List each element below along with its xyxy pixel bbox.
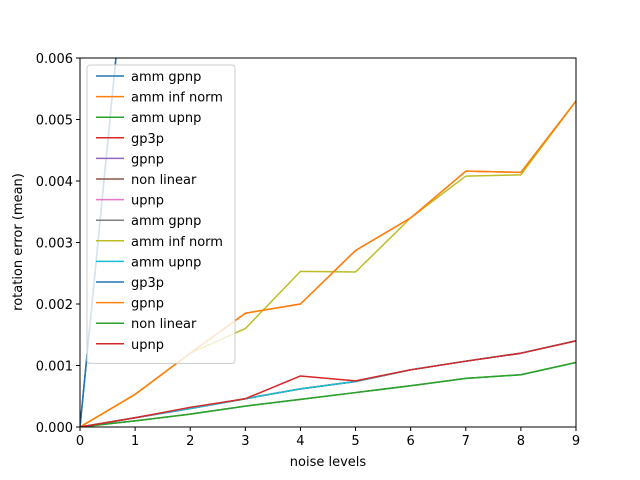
x-tick-label: 8 (517, 434, 525, 449)
x-tick-label: 0 (76, 434, 84, 449)
x-tick-label: 9 (572, 434, 580, 449)
x-tick-label: 4 (296, 434, 304, 449)
series-line (80, 361, 576, 427)
series-line (80, 340, 576, 427)
x-tick-label: 5 (351, 434, 359, 449)
legend-label: amm upnp (131, 255, 201, 270)
x-tick-label: 2 (186, 434, 194, 449)
legend-label: amm inf norm (131, 235, 223, 250)
y-tick-label: 0.002 (36, 298, 73, 313)
legend-label: amm gpnp (131, 70, 201, 85)
legend-label: gpnp (131, 152, 164, 167)
legend-label: upnp (131, 194, 164, 209)
legend-label: amm inf norm (131, 91, 223, 106)
legend-label: non linear (131, 173, 197, 188)
series-line (80, 361, 576, 427)
legend-label: gp3p (131, 132, 164, 147)
y-tick-label: 0.003 (36, 237, 73, 252)
x-tick-label: 7 (462, 434, 470, 449)
y-tick-label: 0.006 (36, 52, 73, 67)
y-tick-label: 0.000 (36, 421, 73, 436)
y-tick-label: 0.001 (36, 360, 73, 375)
y-tick-label: 0.004 (36, 175, 73, 190)
series-line (80, 100, 576, 427)
legend-box (86, 64, 236, 364)
x-tick-label: 1 (131, 434, 139, 449)
legend-label: amm upnp (131, 111, 201, 126)
legend-label: gp3p (131, 276, 164, 291)
x-tick-label: 6 (407, 434, 415, 449)
legend-label: gpnp (131, 297, 164, 312)
legend-label: non linear (131, 317, 197, 332)
legend-label: upnp (131, 338, 164, 353)
x-tick-label: 3 (241, 434, 249, 449)
plot-area (80, 58, 576, 427)
x-axis-label: noise levels (290, 455, 367, 470)
y-axis-label: rotation error (mean) (11, 173, 26, 311)
y-tick-label: 0.005 (36, 114, 73, 129)
legend-label: amm gpnp (131, 214, 201, 229)
